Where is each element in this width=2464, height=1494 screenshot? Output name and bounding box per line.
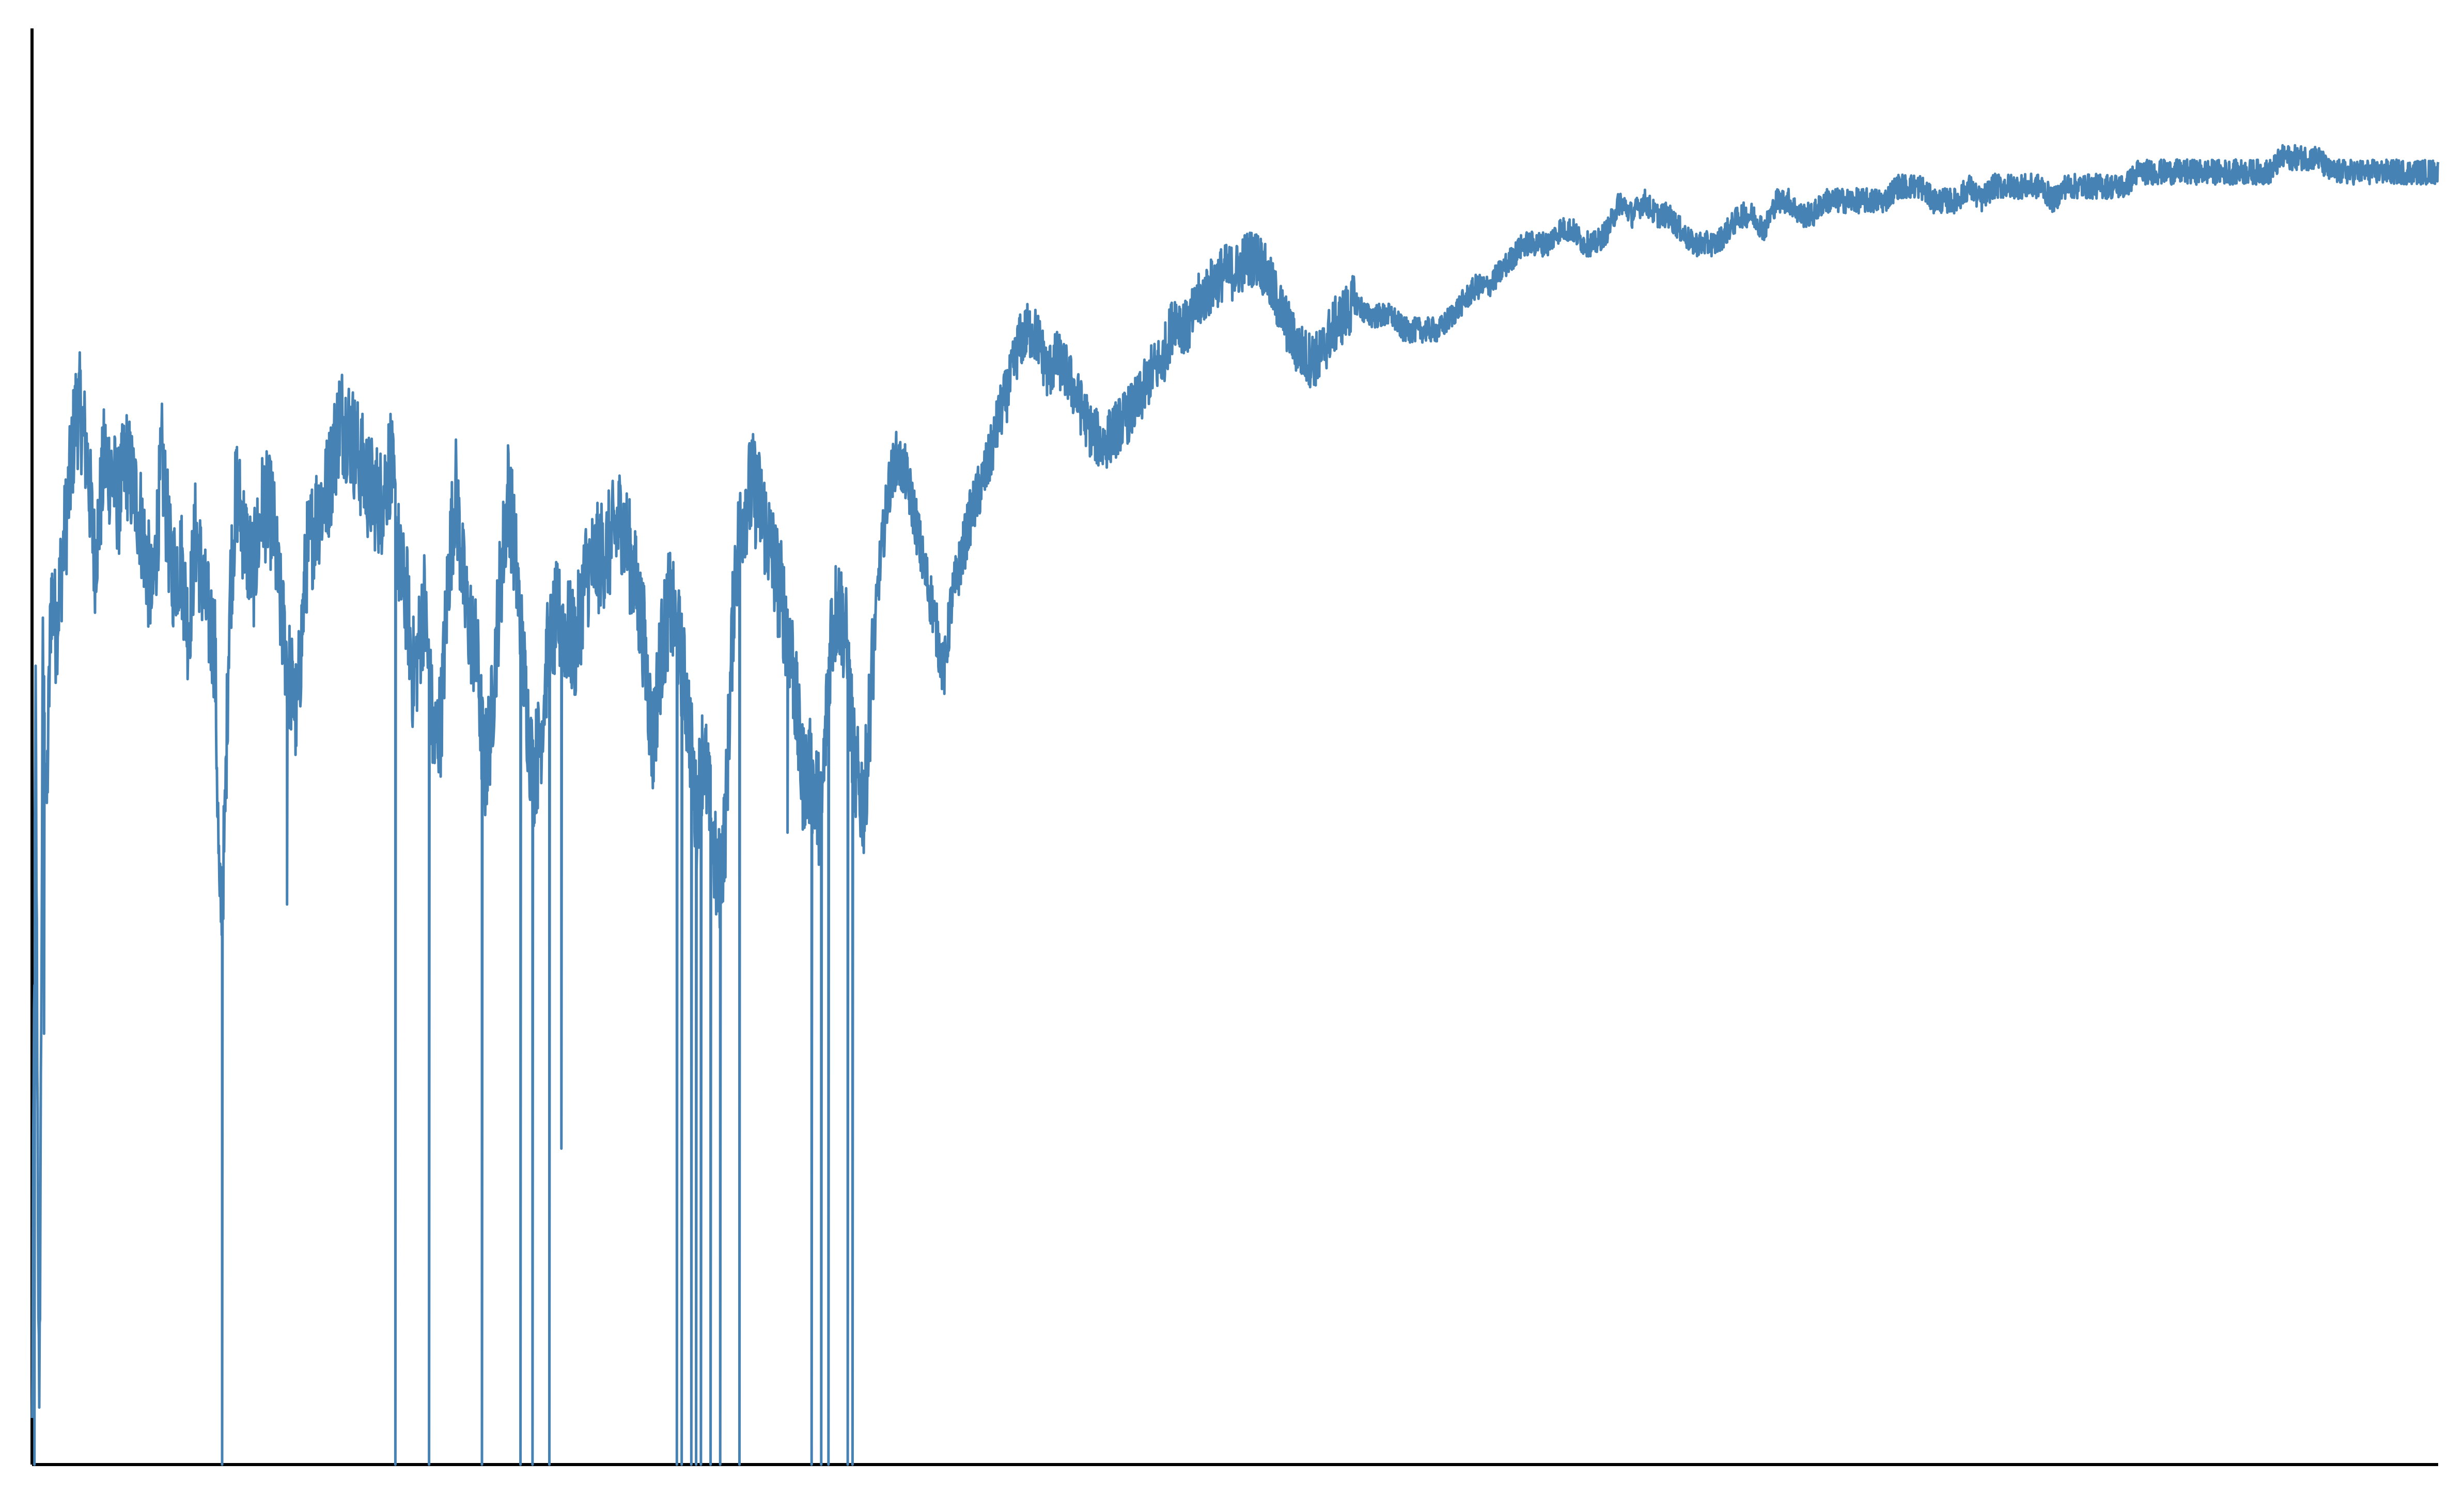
axes: [30, 28, 2438, 1466]
series-layer: [30, 144, 2440, 1466]
series-line-0: [30, 144, 2440, 1466]
